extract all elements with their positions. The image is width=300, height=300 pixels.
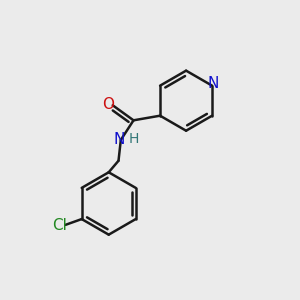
Text: H: H bbox=[129, 132, 140, 146]
Text: Cl: Cl bbox=[52, 218, 67, 233]
Text: O: O bbox=[103, 97, 115, 112]
Text: N: N bbox=[208, 76, 219, 91]
Text: N: N bbox=[114, 132, 125, 147]
